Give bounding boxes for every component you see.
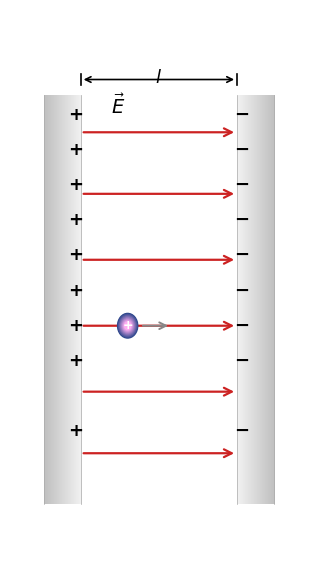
Text: +: +	[69, 422, 83, 440]
Text: +: +	[69, 176, 83, 194]
Text: +: +	[69, 211, 83, 229]
Text: +: +	[69, 106, 83, 124]
Ellipse shape	[125, 322, 131, 329]
Text: $l$: $l$	[155, 69, 162, 87]
Ellipse shape	[124, 321, 131, 331]
Text: −: −	[234, 282, 249, 300]
Ellipse shape	[117, 313, 138, 338]
Text: +: +	[122, 319, 133, 332]
Text: −: −	[234, 317, 249, 335]
Text: $\vec{E}$: $\vec{E}$	[111, 94, 125, 118]
Ellipse shape	[119, 316, 136, 336]
Text: −: −	[234, 176, 249, 194]
Text: −: −	[234, 141, 249, 159]
Ellipse shape	[123, 320, 132, 332]
Text: −: −	[234, 246, 249, 264]
Text: +: +	[69, 352, 83, 370]
Ellipse shape	[118, 315, 137, 337]
Text: +: +	[69, 246, 83, 264]
Text: −: −	[234, 106, 249, 124]
Text: +: +	[69, 317, 83, 335]
Ellipse shape	[122, 319, 133, 333]
Text: −: −	[234, 211, 249, 229]
Ellipse shape	[121, 317, 134, 333]
Text: −: −	[234, 352, 249, 370]
Text: +: +	[69, 141, 83, 159]
Text: +: +	[69, 282, 83, 300]
Text: −: −	[234, 422, 249, 440]
Ellipse shape	[120, 317, 135, 335]
